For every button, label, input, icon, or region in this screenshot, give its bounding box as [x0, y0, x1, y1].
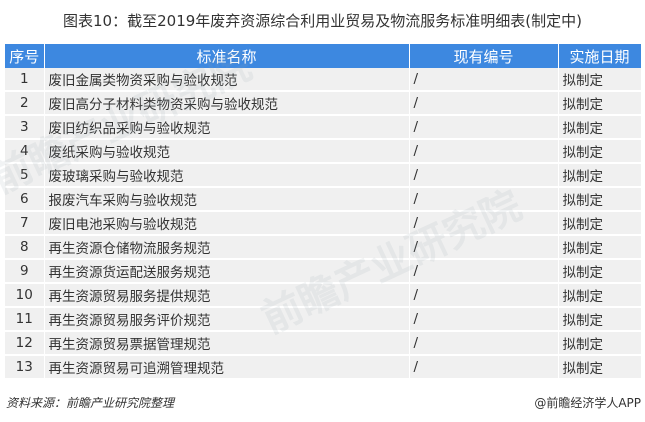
existing-code: / — [409, 91, 559, 116]
standard-name: 废旧金属类物资采购与验收规范 — [44, 68, 410, 92]
table-row: 6 报废汽车采购与验收规范 / 拟制定 — [5, 187, 642, 212]
row-number: 2 — [5, 91, 45, 116]
table-row: 9 再生资源货运配送服务规范 / 拟制定 — [5, 259, 642, 284]
standard-name: 废旧高分子材料类物资采购与验收规范 — [44, 91, 410, 116]
existing-code: / — [409, 331, 559, 356]
standard-name: 废纸采购与验收规范 — [44, 139, 410, 164]
standard-name: 再生资源贸易服务评价规范 — [44, 307, 410, 332]
standard-name: 废玻璃采购与验收规范 — [44, 163, 410, 188]
row-number: 9 — [5, 259, 45, 284]
existing-code: / — [409, 68, 559, 92]
row-number: 7 — [5, 211, 45, 236]
table-row: 4 废纸采购与验收规范 / 拟制定 — [5, 139, 642, 164]
implementation-date: 拟制定 — [558, 307, 642, 332]
implementation-date: 拟制定 — [558, 235, 642, 260]
row-number: 12 — [5, 331, 45, 356]
table-row: 1 废旧金属类物资采购与验收规范 / 拟制定 — [5, 68, 642, 92]
implementation-date: 拟制定 — [558, 187, 642, 212]
row-number: 10 — [5, 283, 45, 308]
column-header: 序号 — [5, 44, 45, 68]
source-note: 资料来源：前瞻产业研究院整理 — [6, 396, 175, 410]
implementation-date: 拟制定 — [558, 139, 642, 164]
row-number: 5 — [5, 163, 45, 188]
header-row: 序号 标准名称 现有编号 实施日期 — [5, 44, 642, 68]
implementation-date: 拟制定 — [558, 211, 642, 236]
row-number: 11 — [5, 307, 45, 332]
table-row: 7 废旧电池采购与验收规范 / 拟制定 — [5, 211, 642, 236]
table-row: 12 再生资源贸易票据管理规范 / 拟制定 — [5, 331, 642, 356]
implementation-date: 拟制定 — [558, 355, 642, 380]
implementation-date: 拟制定 — [558, 91, 642, 116]
row-number: 1 — [5, 68, 45, 92]
standard-name: 再生资源贸易票据管理规范 — [44, 331, 410, 356]
existing-code: / — [409, 139, 559, 164]
implementation-date: 拟制定 — [558, 163, 642, 188]
existing-code: / — [409, 115, 559, 140]
column-header: 实施日期 — [558, 44, 642, 68]
row-number: 13 — [5, 355, 45, 380]
row-number: 8 — [5, 235, 45, 260]
implementation-date: 拟制定 — [558, 68, 642, 92]
table-row: 8 再生资源仓储物流服务规范 / 拟制定 — [5, 235, 642, 260]
standard-name: 再生资源仓储物流服务规范 — [44, 235, 410, 260]
row-number: 4 — [5, 139, 45, 164]
standards-table: 序号 标准名称 现有编号 实施日期 1 废旧金属类物资采购与验收规范 / 拟制定 2 废旧高分子… — [5, 44, 642, 380]
implementation-date: 拟制定 — [558, 331, 642, 356]
column-header: 标准名称 — [44, 44, 410, 68]
implementation-date: 拟制定 — [558, 283, 642, 308]
table-row: 5 废玻璃采购与验收规范 / 拟制定 — [5, 163, 642, 188]
row-number: 3 — [5, 115, 45, 140]
row-number: 6 — [5, 187, 45, 212]
existing-code: / — [409, 259, 559, 284]
table-title: 图表10：截至2019年废弃资源综合利用业贸易及物流服务标准明细表(制定中) — [63, 12, 582, 30]
existing-code: / — [409, 163, 559, 188]
table-row: 2 废旧高分子材料类物资采购与验收规范 / 拟制定 — [5, 91, 642, 116]
standard-name: 再生资源货运配送服务规范 — [44, 259, 410, 284]
table-row: 11 再生资源贸易服务评价规范 / 拟制定 — [5, 307, 642, 332]
credit: @前瞻经济学人APP — [534, 396, 641, 410]
existing-code: / — [409, 307, 559, 332]
existing-code: / — [409, 283, 559, 308]
existing-code: / — [409, 355, 559, 380]
implementation-date: 拟制定 — [558, 259, 642, 284]
implementation-date: 拟制定 — [558, 115, 642, 140]
existing-code: / — [409, 235, 559, 260]
standard-name: 再生资源贸易服务提供规范 — [44, 283, 410, 308]
standard-name: 废旧纺织品采购与验收规范 — [44, 115, 410, 140]
table-row: 10 再生资源贸易服务提供规范 / 拟制定 — [5, 283, 642, 308]
existing-code: / — [409, 211, 559, 236]
standard-name: 再生资源贸易可追溯管理规范 — [44, 355, 410, 380]
table-row: 13 再生资源贸易可追溯管理规范 / 拟制定 — [5, 355, 642, 380]
existing-code: / — [409, 187, 559, 212]
standard-name: 报废汽车采购与验收规范 — [44, 187, 410, 212]
table-row: 3 废旧纺织品采购与验收规范 / 拟制定 — [5, 115, 642, 140]
column-header: 现有编号 — [409, 44, 559, 68]
standard-name: 废旧电池采购与验收规范 — [44, 211, 410, 236]
